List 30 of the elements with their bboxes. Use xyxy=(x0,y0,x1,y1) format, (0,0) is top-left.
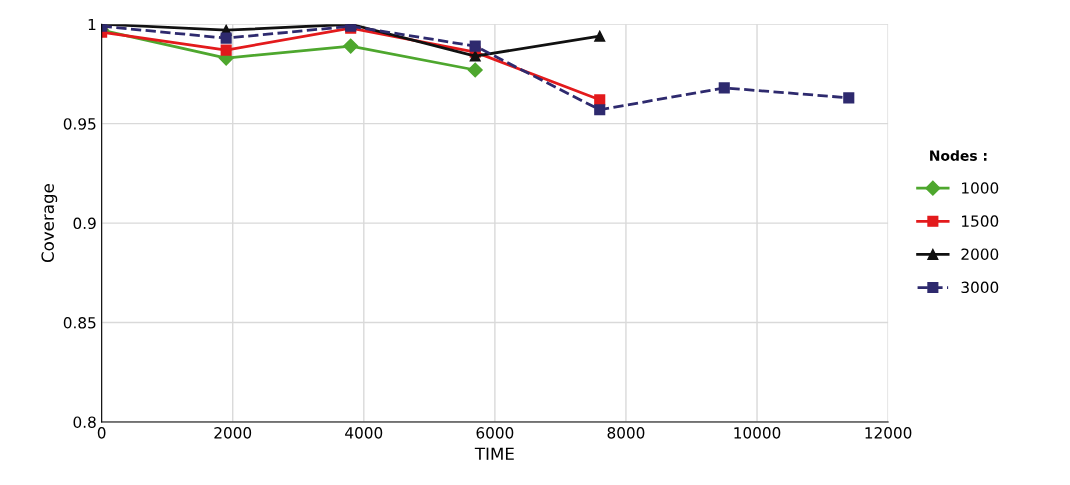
point xyxy=(594,30,606,42)
point xyxy=(594,94,606,106)
y-tick-label: 0.8 xyxy=(73,416,96,428)
point xyxy=(469,40,481,52)
point xyxy=(594,104,606,116)
point xyxy=(469,50,481,62)
x-tick-label: 4000 xyxy=(345,427,383,439)
x-tick-label: 6000 xyxy=(476,427,514,439)
legend-label: 1000 xyxy=(962,182,999,194)
legend-label: 1500 xyxy=(962,215,999,227)
x-tick-label: 2000 xyxy=(214,427,252,439)
x-tick-label: 8000 xyxy=(607,427,645,439)
x-axis-title: TIME xyxy=(474,447,514,460)
point xyxy=(843,92,855,104)
legend-label: 3000 xyxy=(961,281,999,294)
point xyxy=(718,82,730,94)
legend-title: Nodes : xyxy=(930,150,987,161)
y-axis-title: Coverage xyxy=(41,184,58,263)
x-tick-label: 10000 xyxy=(734,427,781,439)
legend-label: 2000 xyxy=(961,248,999,260)
x-tick-label: 12000 xyxy=(865,427,912,439)
point xyxy=(467,62,483,78)
x-tick-label: 0 xyxy=(97,427,106,439)
y-tick-label: 1 xyxy=(88,18,96,31)
y-tick-label: 0.9 xyxy=(73,217,96,230)
point xyxy=(220,44,232,56)
y-tick-label: 0.95 xyxy=(63,118,96,130)
point xyxy=(220,32,232,44)
point xyxy=(343,38,359,54)
y-tick-label: 0.85 xyxy=(63,316,96,329)
